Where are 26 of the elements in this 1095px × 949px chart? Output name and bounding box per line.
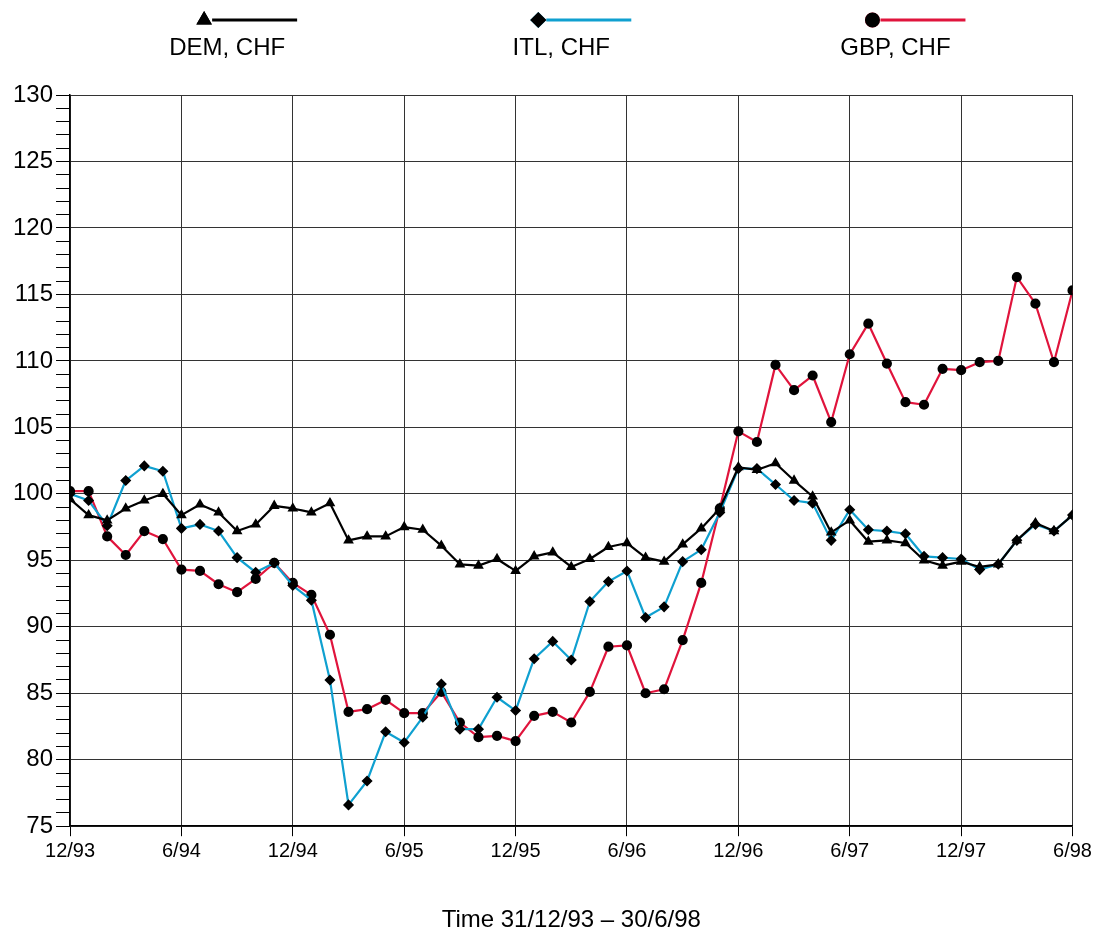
y-tick-label: 75 bbox=[26, 810, 54, 838]
x-tick-label: 6/98 bbox=[1053, 838, 1093, 861]
x-tick-label: 12/94 bbox=[267, 838, 318, 861]
x-tick-label: 12/93 bbox=[45, 838, 96, 861]
y-tick-label: 125 bbox=[13, 146, 54, 174]
y-tick-label: 85 bbox=[26, 677, 54, 705]
x-tick-label: 12/96 bbox=[713, 838, 764, 861]
legend-label: GBP, CHF bbox=[840, 32, 951, 60]
x-tick-label: 12/95 bbox=[490, 838, 541, 861]
legend-label: DEM, CHF bbox=[169, 32, 286, 60]
y-tick-label: 130 bbox=[13, 79, 54, 107]
y-tick-label: 95 bbox=[26, 544, 54, 572]
y-tick-label: 100 bbox=[13, 478, 54, 506]
x-tick-label: 6/94 bbox=[161, 838, 201, 861]
x-tick-label: 6/96 bbox=[607, 838, 647, 861]
y-tick-label: 90 bbox=[26, 611, 54, 639]
x-tick-label: 6/97 bbox=[830, 838, 870, 861]
x-tick-label: 6/95 bbox=[384, 838, 424, 861]
x-tick-label: 12/97 bbox=[936, 838, 987, 861]
legend-label: ITL, CHF bbox=[512, 32, 610, 60]
y-tick-label: 105 bbox=[13, 411, 54, 439]
y-tick-label: 120 bbox=[13, 212, 54, 240]
y-tick-label: 115 bbox=[14, 279, 54, 307]
y-tick-label: 80 bbox=[26, 744, 54, 772]
y-tick-label: 110 bbox=[14, 345, 54, 373]
x-axis-title: Time 31/12/93 – 30/6/98 bbox=[441, 905, 701, 933]
